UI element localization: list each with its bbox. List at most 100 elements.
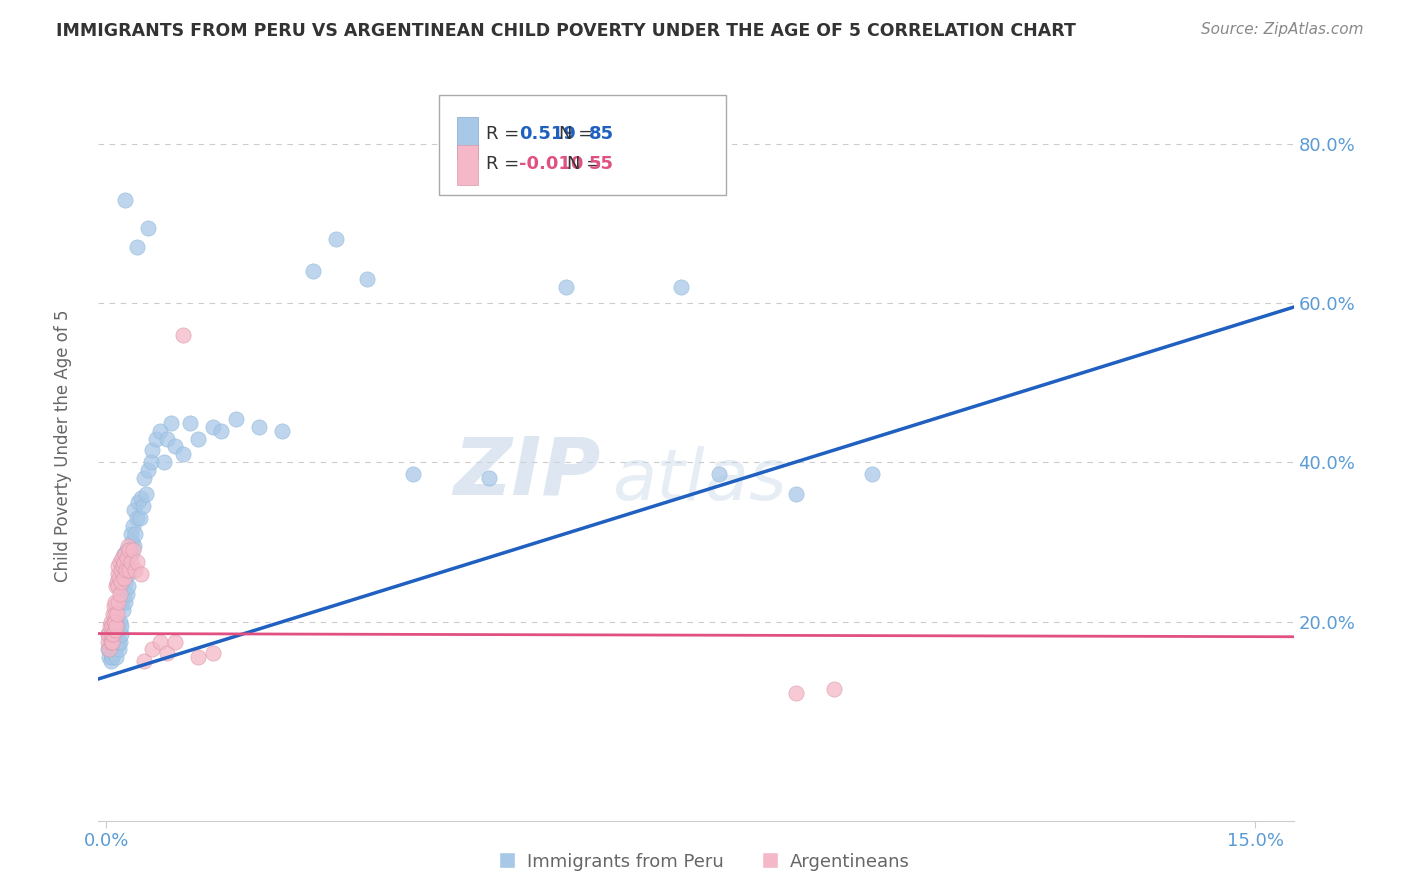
Point bbox=[120, 555, 142, 569]
Point bbox=[122, 519, 145, 533]
Point bbox=[302, 264, 325, 278]
Point bbox=[101, 626, 124, 640]
Point bbox=[112, 558, 135, 573]
Point bbox=[104, 595, 127, 609]
Point bbox=[179, 416, 201, 430]
Text: -0.010: -0.010 bbox=[519, 155, 583, 173]
Point bbox=[118, 563, 141, 577]
Point bbox=[136, 220, 159, 235]
Point bbox=[107, 634, 129, 648]
Point bbox=[111, 579, 134, 593]
Point bbox=[145, 432, 167, 446]
Point bbox=[97, 634, 120, 648]
Point bbox=[105, 579, 128, 593]
Point bbox=[156, 432, 179, 446]
Point bbox=[141, 443, 163, 458]
Point bbox=[101, 618, 124, 632]
Point bbox=[110, 618, 132, 632]
Legend: Immigrants from Peru, Argentineans: Immigrants from Peru, Argentineans bbox=[489, 845, 917, 879]
Point bbox=[125, 555, 148, 569]
Point bbox=[105, 607, 128, 621]
Point bbox=[669, 280, 692, 294]
Point bbox=[111, 566, 134, 581]
Point bbox=[134, 655, 156, 669]
Point bbox=[107, 595, 129, 609]
Point bbox=[134, 471, 156, 485]
Point bbox=[823, 682, 845, 697]
Bar bbox=[457, 117, 478, 158]
Point bbox=[108, 555, 131, 569]
Point bbox=[115, 558, 138, 573]
Point bbox=[860, 467, 883, 482]
Point bbox=[114, 555, 136, 569]
Point bbox=[128, 511, 150, 525]
Point bbox=[108, 642, 131, 657]
Point bbox=[120, 547, 142, 561]
Point bbox=[104, 642, 127, 657]
Point bbox=[149, 424, 172, 438]
Point bbox=[187, 432, 209, 446]
Point bbox=[97, 626, 120, 640]
Point bbox=[202, 419, 225, 434]
Point bbox=[98, 642, 121, 657]
Point bbox=[105, 650, 128, 665]
Point bbox=[149, 634, 172, 648]
Point bbox=[115, 563, 138, 577]
Point bbox=[100, 634, 122, 648]
Point bbox=[107, 579, 129, 593]
Point bbox=[108, 587, 131, 601]
Point bbox=[131, 491, 153, 506]
Point bbox=[117, 539, 139, 553]
Text: R =: R = bbox=[485, 126, 524, 144]
Point bbox=[98, 639, 121, 653]
Point bbox=[105, 626, 128, 640]
Point bbox=[554, 280, 576, 294]
Point bbox=[108, 615, 131, 629]
Point bbox=[103, 647, 125, 661]
Point bbox=[125, 240, 148, 254]
Point bbox=[111, 550, 134, 565]
Point bbox=[118, 543, 141, 558]
Point bbox=[120, 527, 142, 541]
Bar bbox=[457, 145, 478, 186]
Point bbox=[118, 563, 141, 577]
Point bbox=[478, 471, 501, 485]
Point bbox=[107, 634, 129, 648]
Point bbox=[103, 634, 125, 648]
Text: atlas: atlas bbox=[613, 446, 787, 515]
Point bbox=[103, 615, 125, 629]
Point bbox=[103, 599, 125, 613]
Point bbox=[115, 587, 138, 601]
Point bbox=[132, 499, 155, 513]
Point bbox=[105, 574, 128, 589]
Point bbox=[160, 416, 183, 430]
Point bbox=[115, 543, 138, 558]
Text: N =: N = bbox=[567, 155, 607, 173]
Point bbox=[104, 623, 127, 637]
Point bbox=[112, 571, 135, 585]
Point bbox=[124, 527, 146, 541]
Point bbox=[325, 232, 347, 246]
Point bbox=[110, 626, 132, 640]
Point bbox=[111, 602, 134, 616]
Point bbox=[107, 618, 129, 632]
Point bbox=[105, 618, 128, 632]
Point bbox=[127, 495, 149, 509]
Point bbox=[103, 607, 125, 621]
Point bbox=[100, 647, 122, 661]
Point bbox=[121, 535, 143, 549]
Point bbox=[209, 424, 232, 438]
Point bbox=[101, 607, 124, 621]
Point bbox=[111, 595, 134, 609]
Point bbox=[125, 511, 148, 525]
Point bbox=[110, 574, 132, 589]
Text: N =: N = bbox=[558, 126, 599, 144]
Point bbox=[115, 550, 138, 565]
Point bbox=[122, 543, 145, 558]
Text: Child Poverty Under the Age of 5: Child Poverty Under the Age of 5 bbox=[55, 310, 72, 582]
Point bbox=[707, 467, 730, 482]
Point bbox=[114, 547, 136, 561]
Point bbox=[104, 615, 127, 629]
Point bbox=[139, 455, 162, 469]
Point bbox=[141, 642, 163, 657]
